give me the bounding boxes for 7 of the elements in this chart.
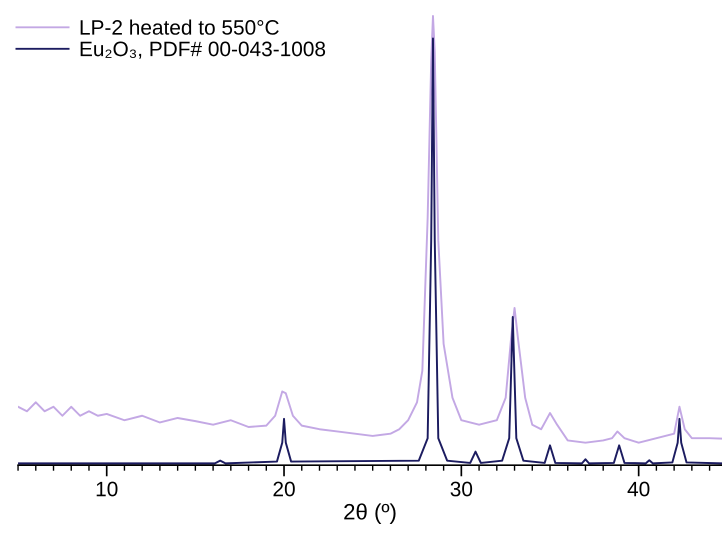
- legend-label: LP-2 heated to 550°C: [80, 20, 279, 35]
- x-tick-label: 10: [96, 482, 118, 496]
- x-tick-label: 40: [628, 482, 650, 496]
- legend-label: Eu₂O₃, PDF# 00-043-1008: [80, 42, 326, 59]
- x-axis-title: 2θ (º): [344, 503, 396, 524]
- x-tick-label: 30: [450, 482, 472, 496]
- x-tick-label: 20: [273, 482, 295, 496]
